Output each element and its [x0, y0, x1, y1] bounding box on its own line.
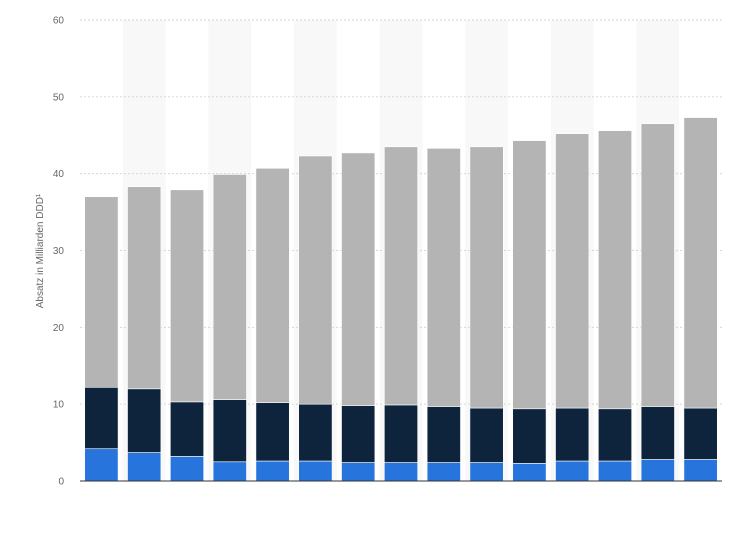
bar-segment[interactable] — [683, 117, 718, 409]
bar-segment[interactable] — [598, 130, 632, 410]
y-tick-label: 60 — [53, 16, 65, 27]
bar-segment[interactable] — [170, 456, 204, 482]
bar-segment[interactable] — [683, 459, 718, 482]
bar-segment[interactable] — [469, 407, 504, 463]
bar-segment[interactable] — [640, 459, 675, 482]
bar-segment[interactable] — [127, 388, 162, 453]
bar-segment[interactable] — [512, 408, 547, 464]
bar-segment[interactable] — [469, 462, 504, 482]
bar-segment[interactable] — [298, 155, 333, 405]
y-tick-label: 0 — [58, 477, 64, 488]
bar-segment[interactable] — [426, 406, 461, 463]
y-axis-label: Absatz in Milliarden DDD¹ — [35, 193, 46, 308]
bar-segment[interactable] — [212, 399, 247, 463]
y-tick-label: 20 — [53, 323, 65, 334]
bar-segment[interactable] — [127, 452, 162, 482]
bars — [84, 117, 718, 482]
bar-segment[interactable] — [512, 463, 547, 482]
bar-segment[interactable] — [384, 462, 418, 482]
bar-segment[interactable] — [469, 146, 504, 409]
bar-segment[interactable] — [170, 189, 204, 403]
y-tick-label: 50 — [53, 92, 65, 103]
bar-segment[interactable] — [555, 133, 590, 409]
bar-segment[interactable] — [640, 123, 675, 407]
bar-segment[interactable] — [341, 152, 376, 407]
bar-segment[interactable] — [212, 461, 247, 482]
bar-segment[interactable] — [426, 462, 461, 482]
y-axis-ticks: 0 10 20 30 40 50 60 — [53, 16, 65, 488]
bar-segment[interactable] — [212, 174, 247, 400]
bar-segment[interactable] — [84, 386, 119, 450]
bar-segment[interactable] — [384, 404, 418, 463]
bar-segment[interactable] — [170, 401, 204, 457]
bar-segment[interactable] — [341, 405, 376, 463]
bar-segment[interactable] — [426, 148, 461, 407]
bar-segment[interactable] — [127, 186, 162, 390]
y-tick-label: 40 — [53, 169, 65, 180]
bar-segment[interactable] — [598, 408, 632, 462]
bar-segment[interactable] — [598, 460, 632, 482]
bar-segment[interactable] — [255, 460, 290, 482]
y-tick-label: 10 — [53, 400, 65, 411]
bar-segment[interactable] — [555, 460, 590, 482]
bar-segment[interactable] — [84, 448, 119, 482]
bar-segment[interactable] — [298, 460, 333, 482]
bar-segment[interactable] — [255, 402, 290, 462]
bar-segment[interactable] — [640, 406, 675, 460]
bar-segment[interactable] — [84, 196, 119, 388]
bar-segment[interactable] — [341, 462, 376, 482]
y-tick-label: 30 — [53, 246, 65, 257]
bar-segment[interactable] — [384, 146, 418, 406]
bar-segment[interactable] — [298, 403, 333, 462]
bar-segment[interactable] — [683, 407, 718, 460]
bar-segment[interactable] — [555, 407, 590, 462]
bar-segment[interactable] — [512, 140, 547, 410]
bar-segment[interactable] — [255, 167, 290, 403]
